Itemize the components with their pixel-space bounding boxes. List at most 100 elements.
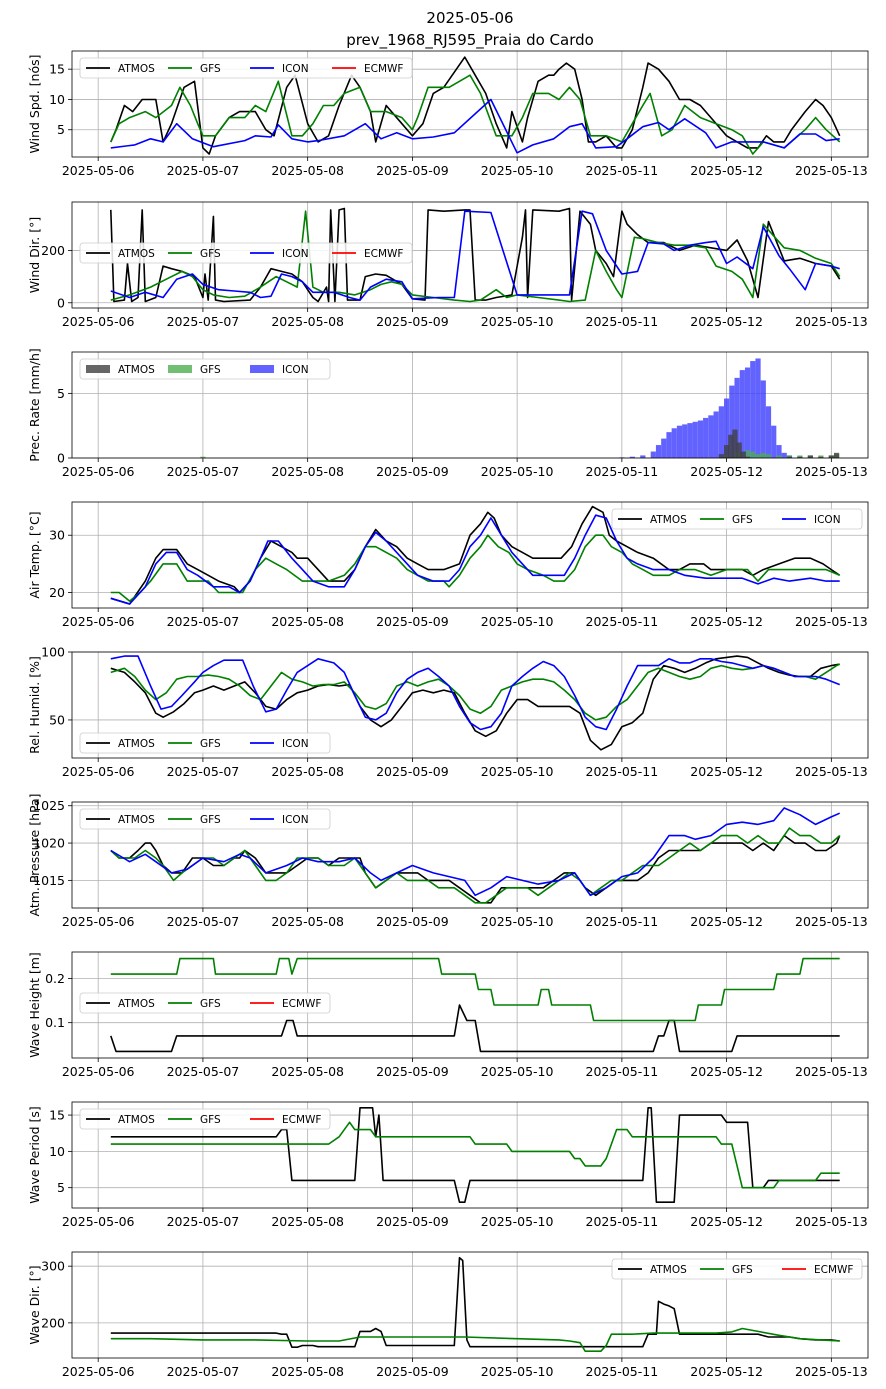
x-tick-label: 2025-05-10 [481,914,554,929]
legend-label: ECMWF [814,1264,853,1276]
x-tick-label: 2025-05-11 [586,163,659,178]
x-tick-label: 2025-05-10 [481,1214,554,1229]
legend: ATMOS GFS ICON ECMWF [79,242,413,264]
panel-6: 2025-05-06 2025-05-07 2025-05-08 2025-05-09… [27,793,869,929]
series-line-icon [110,807,841,897]
legend-label: ATMOS [118,998,155,1010]
plot-area [110,1256,840,1352]
x-tick-label: 2025-05-11 [586,914,659,929]
bar-icon [750,361,756,458]
panel-7: 2025-05-06 2025-05-07 2025-05-08 2025-05-09… [27,951,869,1079]
legend-label: GFS [200,814,221,826]
bar-atmos [828,455,834,458]
y-tick-label: 1020 [33,836,65,851]
x-tick-label: 2025-05-12 [690,464,763,479]
series-line-icon [110,98,840,154]
x-tick-label: 2025-05-08 [271,314,344,329]
axes-frame [71,651,869,759]
series-line-icon [110,210,840,301]
y-tick-label: 1015 [33,873,65,888]
legend-label: ICON [814,514,841,526]
series-line-atmos [110,1004,840,1053]
legend-label: ATMOS [118,814,155,826]
bar-icon [671,428,677,458]
series-line-atmos [110,1256,840,1348]
legend-label: GFS [200,364,221,376]
legend: ATMOS GFS ICON [79,732,331,754]
x-tick-label: 2025-05-13 [795,1364,868,1379]
x-tick-label: 2025-05-13 [795,1214,868,1229]
bar-icon [765,406,772,458]
legend-label: GFS [732,1264,753,1276]
legend-label: ECMWF [282,1114,321,1126]
y-tick-label: 200 [41,243,65,258]
x-tick-label: 2025-05-11 [586,1064,659,1079]
series-line-atmos [110,834,841,904]
x-tick-label: 2025-05-08 [271,1064,344,1079]
legend: ATMOS GFS ECMWF [611,1258,863,1280]
x-tick-label: 2025-05-07 [167,314,240,329]
legend-label: GFS [200,738,221,750]
x-tick-label: 2025-05-10 [481,163,554,178]
legend-box [79,732,331,754]
y-tick-label: 30 [49,528,65,543]
bar-atmos [807,455,813,458]
x-tick-label: 2025-05-12 [690,1364,763,1379]
x-tick-label: 2025-05-13 [795,314,868,329]
y-tick-label: 15 [49,62,65,77]
x-tick-label: 2025-05-12 [690,1214,763,1229]
legend-swatch [250,365,274,373]
bar-atmos [833,452,840,458]
bar-icon [708,415,714,458]
bar-icon [703,417,709,458]
y-tick-label: 0.2 [45,971,65,986]
series-line-gfs [110,1121,840,1189]
legend-label: GFS [200,63,221,75]
bar-icon [676,425,683,458]
bar-icon [697,420,704,458]
x-tick-label: 2025-05-09 [376,614,449,629]
legend-label: ECMWF [364,63,403,75]
panel-3: 2025-05-06 2025-05-07 2025-05-08 2025-05-09… [27,348,869,479]
panel-4: 2025-05-06 2025-05-07 2025-05-08 2025-05-09… [27,501,869,629]
x-tick-label: 2025-05-12 [690,614,763,629]
x-tick-label: 2025-05-09 [376,1064,449,1079]
x-tick-label: 2025-05-07 [167,1064,240,1079]
y-tick-label: 50 [49,712,65,727]
x-tick-label: 2025-05-07 [167,764,240,779]
y-tick-label: 0 [57,451,65,466]
panel-1: 2025-05-06 2025-05-07 2025-05-08 2025-05-09… [27,50,869,178]
bar-gfs [765,454,772,458]
bar-icon [713,411,719,458]
y-tick-label: 15 [49,1108,65,1123]
plot-area [110,1107,840,1203]
y-tick-label: 100 [41,645,65,660]
x-tick-label: 2025-05-07 [167,1364,240,1379]
legend: ATMOS GFS ECMWF [79,1108,331,1130]
legend-label: ATMOS [118,738,155,750]
plot-area [200,358,840,458]
bar-gfs [200,456,206,458]
x-tick-label: 2025-05-11 [586,614,659,629]
bar-icon [744,367,751,458]
bar-atmos [786,456,793,458]
x-tick-label: 2025-05-13 [795,464,868,479]
panel-8: 2025-05-06 2025-05-07 2025-05-08 2025-05-09… [27,1101,869,1229]
x-tick-label: 2025-05-07 [167,914,240,929]
bar-gfs [760,452,766,458]
y-tick-label: 10 [49,92,65,107]
x-tick-label: 2025-05-06 [62,464,135,479]
axes-frame [71,50,869,158]
legend-label: ATMOS [118,63,155,75]
legend-label: ICON [282,738,309,750]
x-tick-label: 2025-05-13 [795,764,868,779]
y-axis-label: Wind Dir. [°] [27,217,42,293]
x-tick-label: 2025-05-12 [690,1064,763,1079]
legend-label: ATMOS [650,1264,687,1276]
axes-frame [71,951,869,1059]
bar-icon [629,456,635,458]
y-axis-label: Prec. Rate [mm/h] [27,348,42,462]
x-tick-label: 2025-05-07 [167,614,240,629]
chart-subtitle: prev_1968_RJ595_Praia do Cardo [346,31,594,50]
y-axis-label: Wave Period [s] [27,1106,42,1204]
